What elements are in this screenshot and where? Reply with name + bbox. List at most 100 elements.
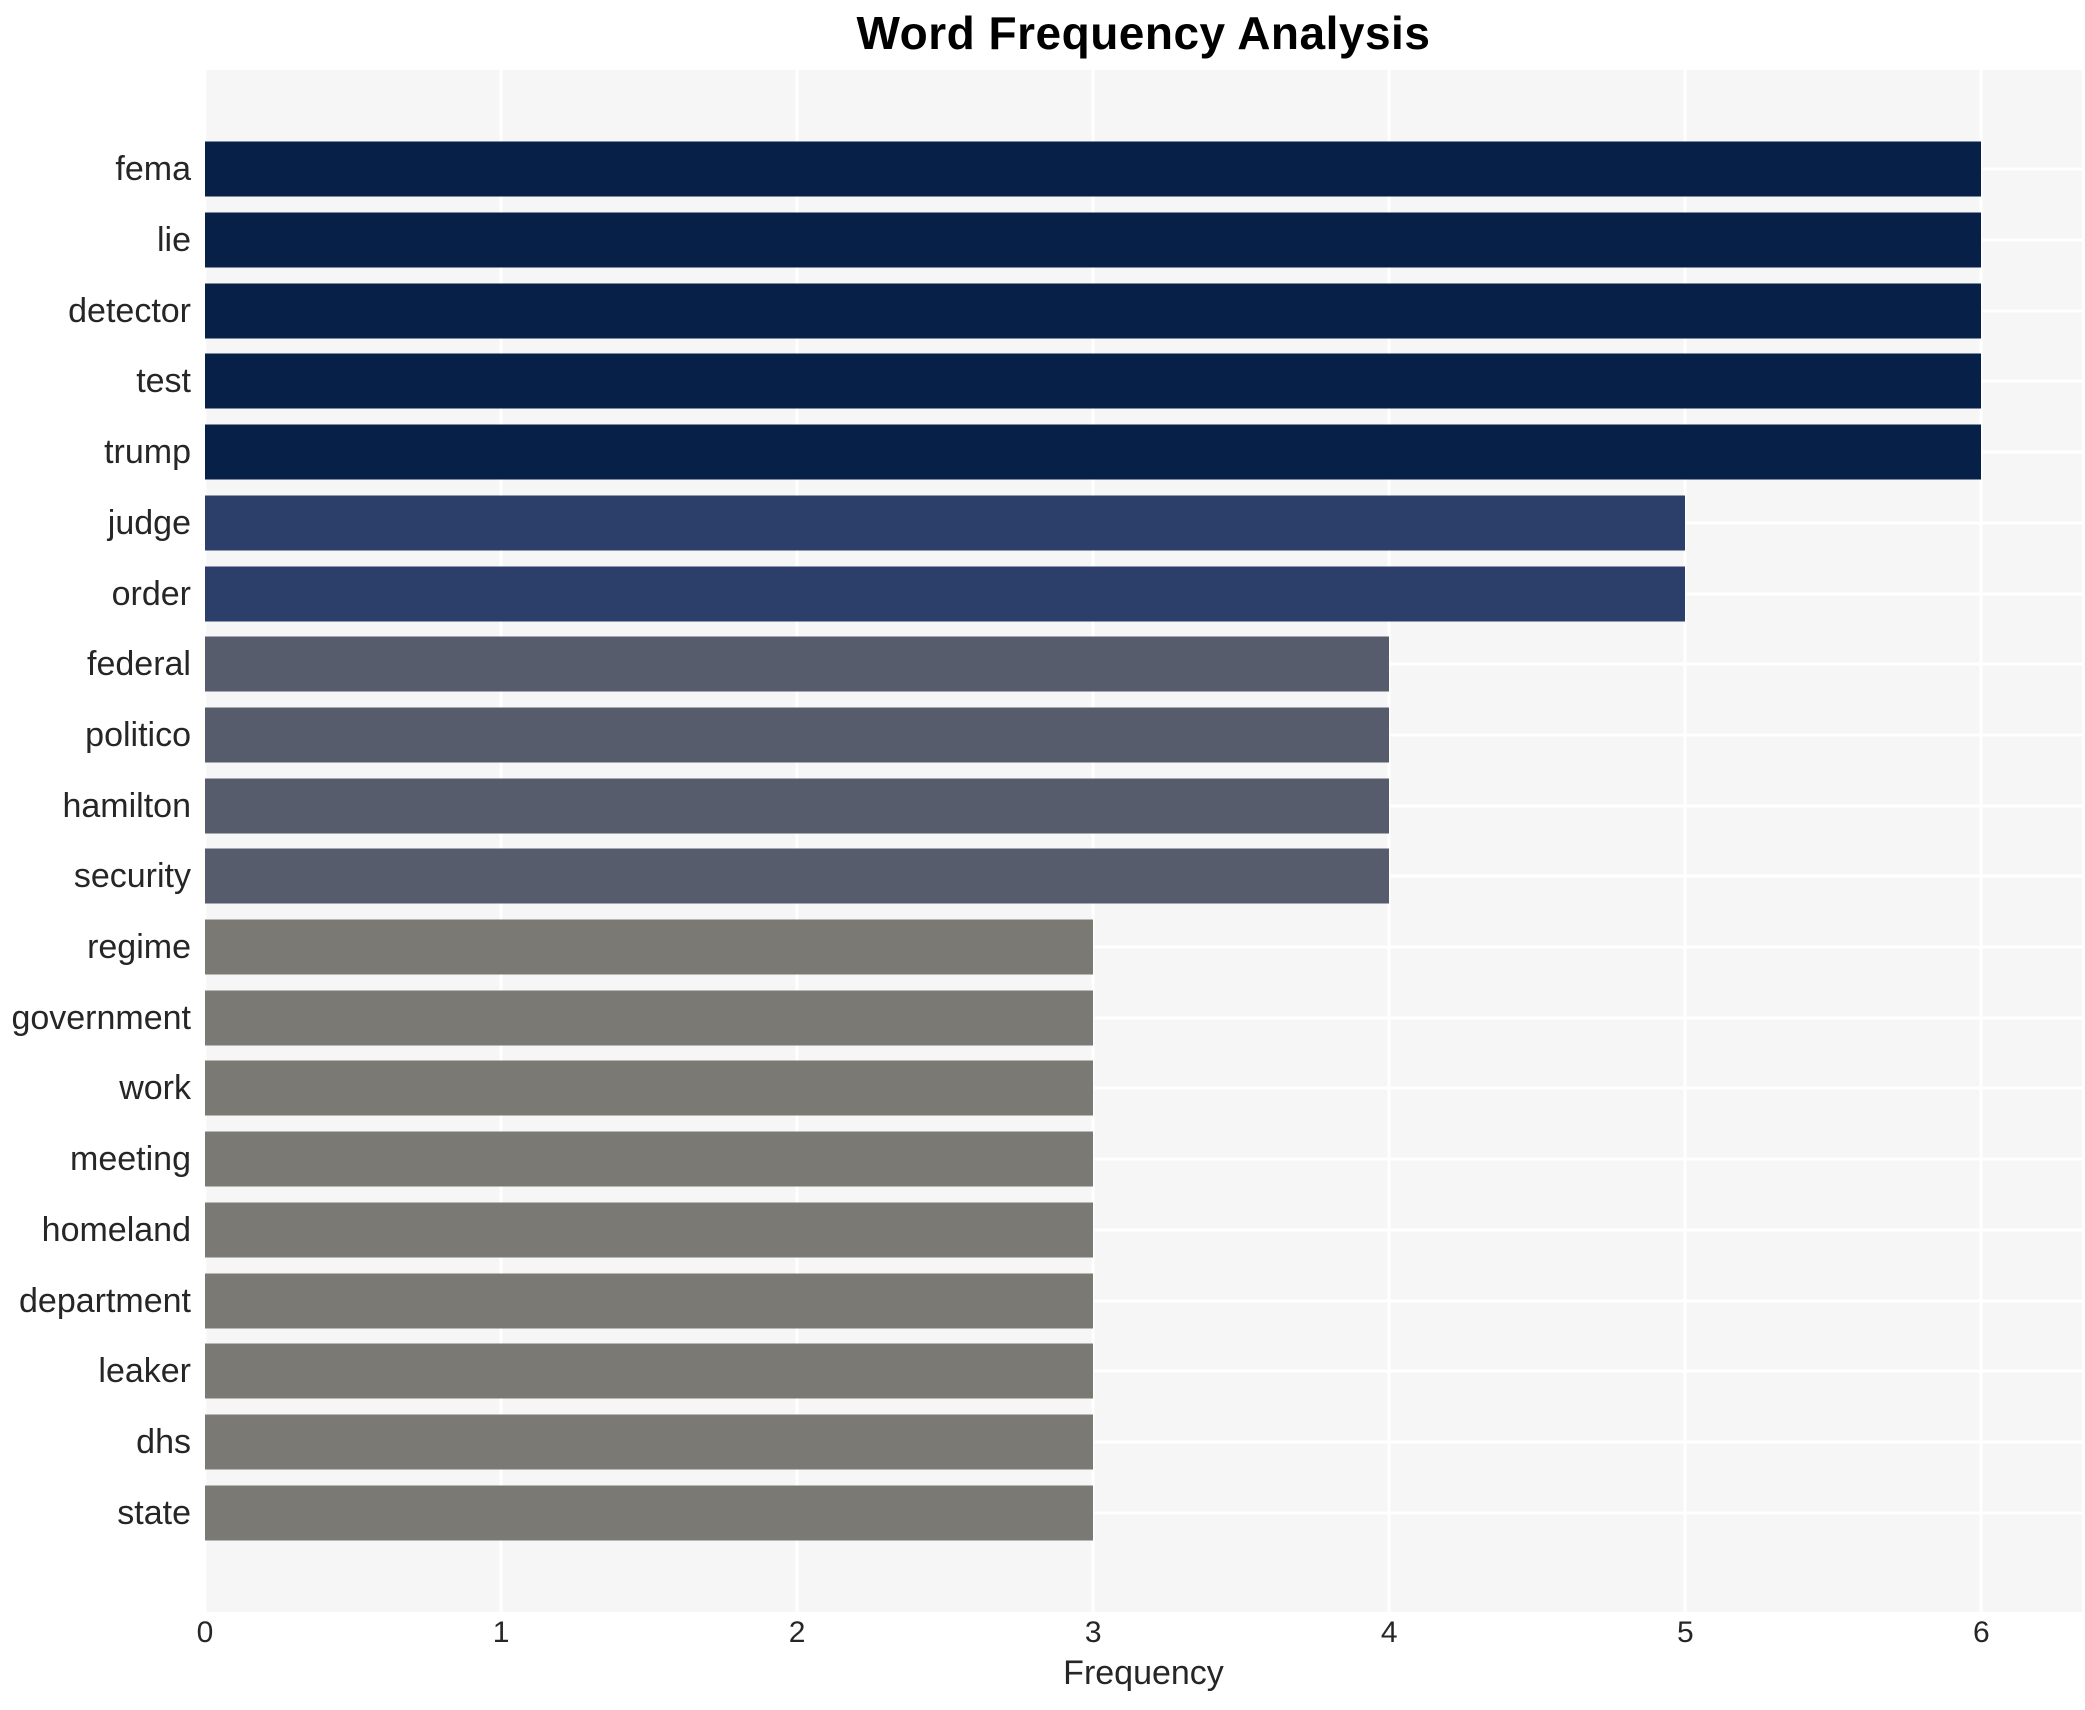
x-tick-label: 3 bbox=[1084, 1616, 1102, 1649]
v-gridline bbox=[1979, 70, 1983, 1612]
bar-rows bbox=[205, 70, 2082, 1612]
h-gridline bbox=[205, 1299, 2082, 1303]
bar-government bbox=[205, 990, 1094, 1046]
y-tick-label: lie bbox=[156, 221, 191, 260]
bar-judge bbox=[205, 495, 1686, 551]
h-gridline bbox=[205, 1369, 2082, 1373]
bar-row bbox=[205, 841, 2082, 912]
y-tick-label: test bbox=[136, 362, 191, 401]
y-label-row: government bbox=[0, 982, 191, 1053]
v-gridline bbox=[499, 70, 503, 1612]
y-tick-label: state bbox=[117, 1493, 191, 1532]
bar-federal bbox=[205, 636, 1390, 692]
y-label-row: leaker bbox=[0, 1336, 191, 1407]
h-gridline bbox=[205, 1016, 2082, 1020]
x-tick-label: 0 bbox=[196, 1616, 214, 1649]
bar-fema bbox=[205, 141, 1982, 197]
x-axis-label: Frequency bbox=[1063, 1654, 1224, 1692]
bar-row bbox=[205, 1053, 2082, 1124]
bar-row bbox=[205, 205, 2082, 276]
bar-regime bbox=[205, 919, 1094, 975]
y-label-row: security bbox=[0, 841, 191, 912]
bar-row bbox=[205, 134, 2082, 205]
y-tick-label: order bbox=[111, 574, 191, 613]
bar-dhs bbox=[205, 1414, 1094, 1470]
bar-row bbox=[205, 488, 2082, 559]
y-axis-labels: fema lie detector test trump judge order federa… bbox=[0, 70, 191, 1612]
y-tick-label: trump bbox=[104, 433, 191, 472]
bar-lie bbox=[205, 212, 1982, 268]
y-label-row: judge bbox=[0, 488, 191, 559]
y-label-row: federal bbox=[0, 629, 191, 700]
h-gridline bbox=[205, 1157, 2082, 1161]
y-label-row: detector bbox=[0, 275, 191, 346]
bar-row bbox=[205, 700, 2082, 771]
y-label-row: test bbox=[0, 346, 191, 417]
y-label-row: lie bbox=[0, 205, 191, 276]
y-tick-label: department bbox=[19, 1281, 191, 1320]
v-gridline bbox=[1091, 70, 1095, 1612]
y-tick-label: federal bbox=[87, 645, 191, 684]
h-gridline bbox=[205, 1440, 2082, 1444]
y-tick-label: judge bbox=[107, 503, 191, 542]
chart-title: Word Frequency Analysis bbox=[856, 7, 1431, 59]
bar-test bbox=[205, 353, 1982, 409]
h-gridline bbox=[205, 1228, 2082, 1232]
y-label-row: state bbox=[0, 1477, 191, 1548]
bar-state bbox=[205, 1485, 1094, 1541]
bar-row bbox=[205, 1407, 2082, 1478]
y-label-row: fema bbox=[0, 134, 191, 205]
bar-row bbox=[205, 1265, 2082, 1336]
bar-order bbox=[205, 566, 1686, 622]
h-gridline bbox=[205, 945, 2082, 949]
bar-row bbox=[205, 558, 2082, 629]
bar-politico bbox=[205, 707, 1390, 763]
y-label-row: hamilton bbox=[0, 770, 191, 841]
x-tick-label: 6 bbox=[1972, 1616, 1990, 1649]
bar-row bbox=[205, 1195, 2082, 1266]
y-label-row: politico bbox=[0, 700, 191, 771]
y-tick-label: meeting bbox=[70, 1140, 191, 1179]
h-gridline bbox=[205, 1511, 2082, 1515]
x-tick-label: 5 bbox=[1676, 1616, 1694, 1649]
y-tick-label: politico bbox=[85, 715, 191, 754]
bar-security bbox=[205, 848, 1390, 904]
v-gridline bbox=[1683, 70, 1687, 1612]
y-tick-label: dhs bbox=[136, 1423, 191, 1461]
bar-row bbox=[205, 275, 2082, 346]
bar-trump bbox=[205, 424, 1982, 480]
bar-department bbox=[205, 1273, 1094, 1329]
y-label-row: dhs bbox=[0, 1407, 191, 1478]
bar-row bbox=[205, 1124, 2082, 1195]
y-label-row: homeland bbox=[0, 1195, 191, 1266]
y-tick-label: regime bbox=[87, 928, 191, 967]
y-label-row: work bbox=[0, 1053, 191, 1124]
bar-row bbox=[205, 770, 2082, 841]
bar-leaker bbox=[205, 1343, 1094, 1399]
v-gridline bbox=[1387, 70, 1391, 1612]
bar-homeland bbox=[205, 1202, 1094, 1258]
y-tick-label: detector bbox=[68, 291, 191, 330]
y-tick-label: fema bbox=[115, 150, 191, 189]
x-axis-ticks: 0 1 2 3 4 5 6 bbox=[197, 1616, 2082, 1656]
y-tick-label: security bbox=[73, 857, 191, 896]
y-label-row: order bbox=[0, 558, 191, 629]
y-tick-label: hamilton bbox=[62, 786, 191, 825]
bar-row bbox=[205, 1336, 2082, 1407]
y-label-row: regime bbox=[0, 912, 191, 983]
y-tick-label: leaker bbox=[98, 1352, 191, 1391]
h-gridline bbox=[205, 1086, 2082, 1090]
y-label-row: trump bbox=[0, 417, 191, 488]
plot-area bbox=[203, 70, 2082, 1612]
y-label-row: department bbox=[0, 1265, 191, 1336]
y-tick-label: government bbox=[11, 998, 191, 1037]
y-label-row: meeting bbox=[0, 1124, 191, 1195]
y-tick-label: work bbox=[119, 1069, 191, 1108]
bar-detector bbox=[205, 283, 1982, 339]
y-tick-label: homeland bbox=[41, 1210, 191, 1249]
bar-row bbox=[205, 417, 2082, 488]
x-tick-label: 2 bbox=[788, 1616, 806, 1649]
bar-row bbox=[205, 912, 2082, 983]
bar-row bbox=[205, 629, 2082, 700]
